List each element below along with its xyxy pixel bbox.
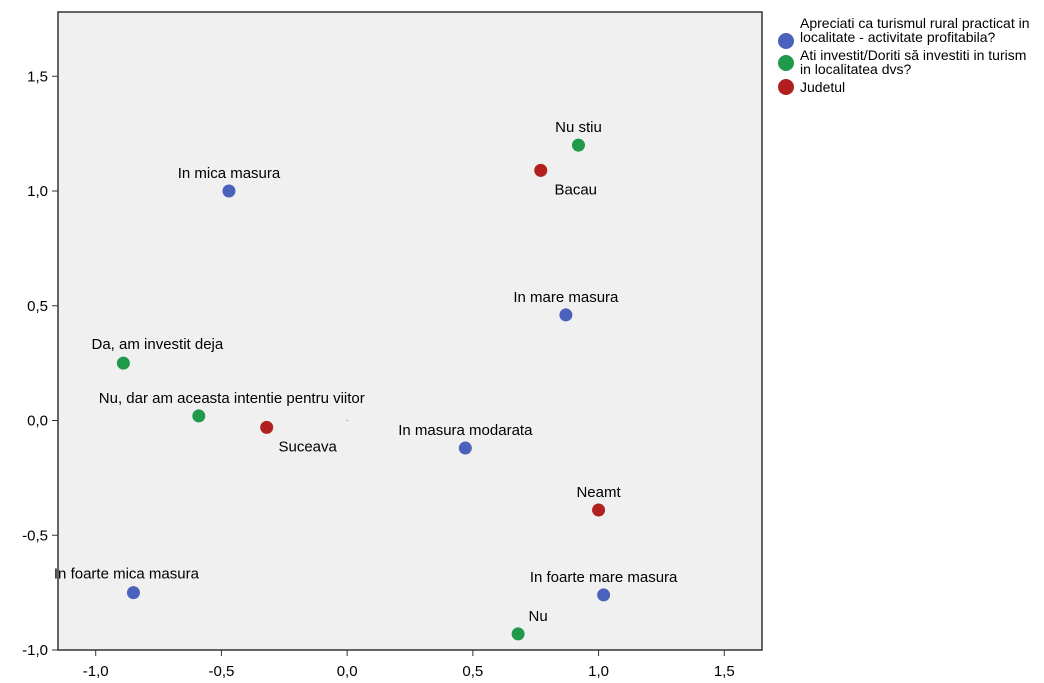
- data-point: [260, 420, 274, 434]
- axes: -1,0 -0,5 0,0 0,5 1,0 1,5 -1,0 -0,5 0,0 0,5 1,0 1,5: [22, 68, 735, 680]
- data-point-label: Nu, dar am aceasta intentie pentru viito…: [99, 390, 365, 407]
- data-point: [597, 588, 611, 602]
- y-tick-label: 1,5: [27, 68, 48, 85]
- data-point: [559, 308, 573, 322]
- data-points: In mica masura In mare masura In masura mo…: [54, 119, 678, 641]
- data-point-label: Nu stiu: [555, 119, 602, 136]
- x-tick-label: 0,0: [337, 663, 358, 680]
- data-point: [192, 409, 206, 423]
- plot-area: [57, 11, 763, 651]
- y-tick-label: -0,5: [22, 527, 48, 544]
- data-point-label: Suceava: [278, 438, 337, 455]
- data-point: [126, 586, 140, 600]
- legend-item-2: Judetul: [776, 79, 1038, 95]
- legend-item-0: Apreciati ca turismul rural practicat in…: [776, 15, 1038, 49]
- legend-item-1: Ati investit/Doriti să investiti in turi…: [776, 48, 1038, 76]
- origin-marker: [346, 419, 349, 422]
- x-tick-label: 0,5: [462, 663, 483, 680]
- data-point: [458, 441, 472, 455]
- data-point: [222, 184, 236, 198]
- data-point-label: In masura modarata: [398, 422, 533, 439]
- data-point-label: In mica masura: [178, 165, 281, 182]
- legend-label: Judetul: [800, 79, 846, 95]
- legend-marker-icon: [778, 33, 794, 49]
- data-point-label: Bacau: [554, 181, 597, 198]
- legend-label: Apreciati ca turismul rural practicat in…: [800, 15, 1030, 45]
- x-tick-label: 1,5: [714, 663, 735, 680]
- legend-marker-icon: [778, 79, 794, 95]
- y-tick-label: 0,0: [27, 413, 48, 430]
- legend-label: Ati investit/Doriti să investiti in turi…: [800, 47, 1027, 77]
- data-point-label: In foarte mica masura: [54, 566, 200, 583]
- legend-marker-icon: [778, 55, 794, 71]
- data-point: [116, 356, 130, 370]
- data-point-label: Neamt: [576, 484, 621, 501]
- data-point-label: In foarte mare masura: [530, 569, 678, 586]
- y-tick-label: -1,0: [22, 642, 48, 659]
- data-point: [592, 503, 606, 517]
- data-point-label: Da, am investit deja: [92, 336, 224, 353]
- x-tick-label: -1,0: [83, 663, 109, 680]
- x-tick-label: -0,5: [208, 663, 234, 680]
- data-point-label: Nu: [529, 608, 548, 625]
- data-point: [571, 138, 585, 152]
- data-point-label: In mare masura: [513, 289, 619, 306]
- data-point: [511, 627, 525, 641]
- y-tick-label: 1,0: [27, 183, 48, 200]
- legend: Apreciati ca turismul rural practicat in…: [776, 16, 1038, 98]
- data-point: [534, 163, 548, 177]
- x-tick-label: 1,0: [588, 663, 609, 680]
- y-tick-label: 0,5: [27, 298, 48, 315]
